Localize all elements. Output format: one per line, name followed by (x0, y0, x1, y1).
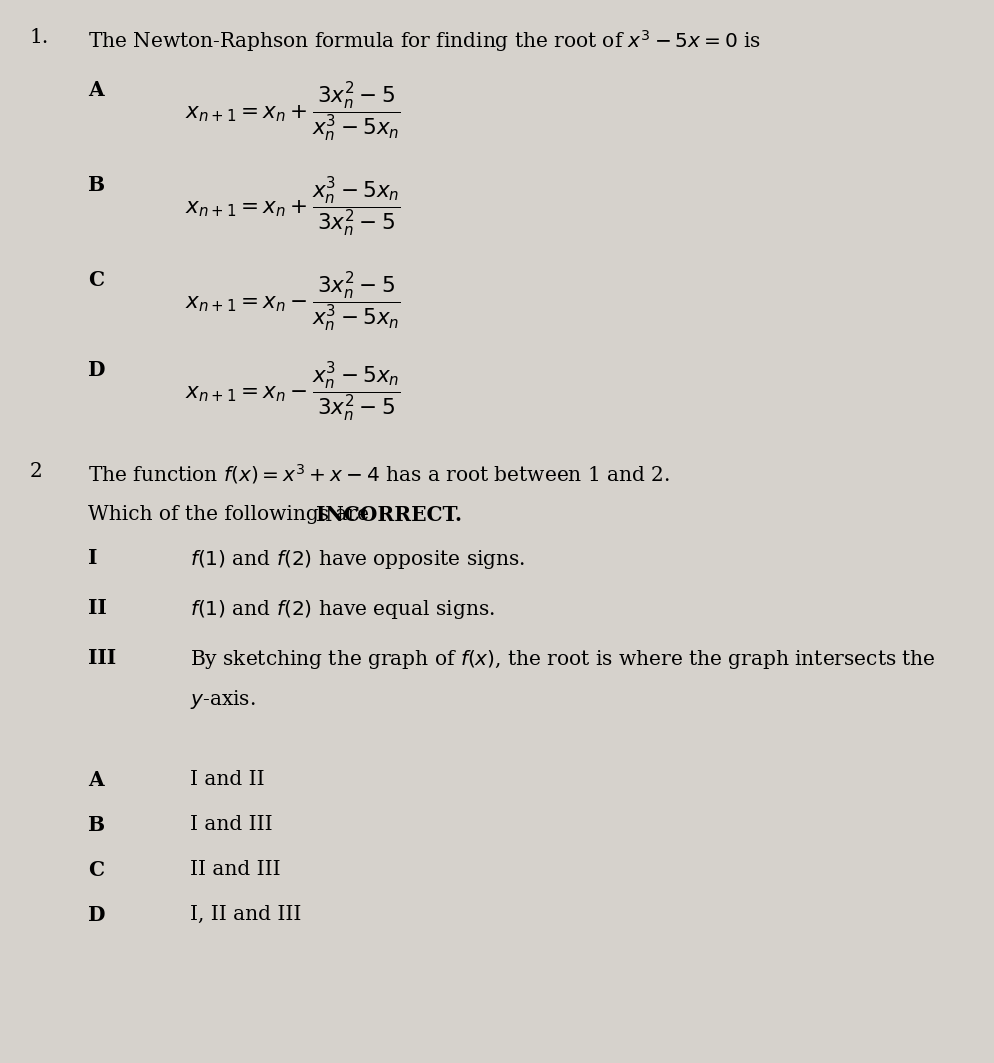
Text: I and III: I and III (190, 815, 272, 834)
Text: The Newton-Raphson formula for finding the root of $x^3-5x=0$ is: The Newton-Raphson formula for finding t… (88, 28, 761, 54)
Text: III: III (88, 648, 116, 668)
Text: $x_{n+1}=x_n-\dfrac{3x_n^{2}-5}{x_n^{3}-5x_n}$: $x_{n+1}=x_n-\dfrac{3x_n^{2}-5}{x_n^{3}-… (185, 270, 401, 334)
Text: C: C (88, 860, 104, 880)
Text: D: D (88, 905, 105, 925)
Text: A: A (88, 80, 103, 100)
Text: $y$-axis.: $y$-axis. (190, 688, 255, 711)
Text: 2: 2 (30, 462, 43, 480)
Text: By sketching the graph of $f\left(x\right)$, the root is where the graph interse: By sketching the graph of $f\left(x\righ… (190, 648, 935, 671)
Text: C: C (88, 270, 104, 290)
Text: I: I (88, 549, 97, 568)
Text: I and II: I and II (190, 770, 264, 789)
Text: A: A (88, 770, 103, 790)
Text: $f(1)$ and $f(2)$ have opposite signs.: $f(1)$ and $f(2)$ have opposite signs. (190, 549, 526, 571)
Text: $f(1)$ and $f(2)$ have equal signs.: $f(1)$ and $f(2)$ have equal signs. (190, 598, 495, 621)
Text: $x_{n+1}=x_n+\dfrac{x_n^{3}-5x_n}{3x_n^{2}-5}$: $x_{n+1}=x_n+\dfrac{x_n^{3}-5x_n}{3x_n^{… (185, 175, 401, 238)
Text: 1.: 1. (30, 28, 50, 47)
Text: The function $f(x)=x^3+x-4$ has a root between 1 and 2.: The function $f(x)=x^3+x-4$ has a root b… (88, 462, 670, 486)
Text: D: D (88, 360, 105, 379)
Text: II and III: II and III (190, 860, 280, 879)
Text: II: II (88, 598, 106, 618)
Text: $x_{n+1}=x_n+\dfrac{3x_n^{2}-5}{x_n^{3}-5x_n}$: $x_{n+1}=x_n+\dfrac{3x_n^{2}-5}{x_n^{3}-… (185, 80, 401, 144)
Text: Which of the followings are: Which of the followings are (88, 505, 376, 524)
Text: I, II and III: I, II and III (190, 905, 301, 924)
Text: $x_{n+1}=x_n-\dfrac{x_n^{3}-5x_n}{3x_n^{2}-5}$: $x_{n+1}=x_n-\dfrac{x_n^{3}-5x_n}{3x_n^{… (185, 360, 401, 423)
Text: B: B (88, 815, 105, 836)
Text: INCORRECT.: INCORRECT. (316, 505, 462, 525)
Text: B: B (88, 175, 105, 195)
